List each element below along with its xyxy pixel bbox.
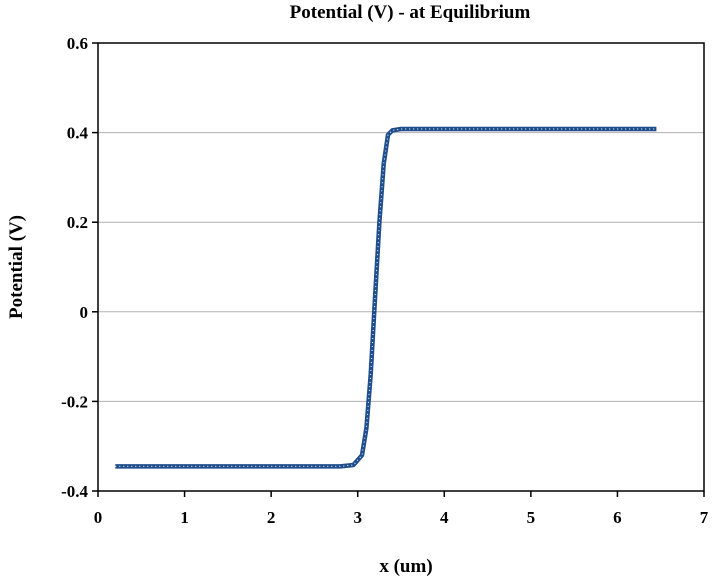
series-marker-pattern bbox=[115, 128, 657, 467]
y-axis-label: Potential (V) bbox=[6, 215, 27, 319]
y-tick-label: 0.4 bbox=[67, 124, 89, 143]
x-tick-label: 6 bbox=[613, 508, 622, 527]
x-tick-label: 5 bbox=[527, 508, 536, 527]
gridlines bbox=[98, 132, 704, 402]
x-tick-label: 2 bbox=[267, 508, 276, 527]
y-tick-label: -0.2 bbox=[61, 392, 88, 411]
x-axis-label: x (um) bbox=[379, 556, 432, 577]
y-tick-label: 0.6 bbox=[67, 34, 88, 53]
x-axis-ticks: 0 1 2 3 4 5 6 7 bbox=[94, 491, 709, 527]
x-tick-label: 0 bbox=[94, 508, 103, 527]
potential-series-line bbox=[115, 126, 657, 469]
x-tick-label: 1 bbox=[180, 508, 189, 527]
chart-title: Potential (V) - at Equilibrium bbox=[290, 2, 531, 23]
y-tick-label: -0.4 bbox=[61, 482, 88, 501]
series-layer bbox=[115, 126, 657, 469]
plot-area-frame bbox=[97, 42, 705, 492]
y-axis-ticks: 0.6 0.4 0.2 0 -0.2 -0.4 bbox=[61, 34, 98, 501]
y-tick-label: 0.2 bbox=[67, 213, 88, 232]
x-tick-label: 4 bbox=[440, 508, 449, 527]
x-tick-label: 7 bbox=[700, 508, 709, 527]
y-tick-label: 0 bbox=[80, 303, 89, 322]
x-tick-label: 3 bbox=[353, 508, 362, 527]
